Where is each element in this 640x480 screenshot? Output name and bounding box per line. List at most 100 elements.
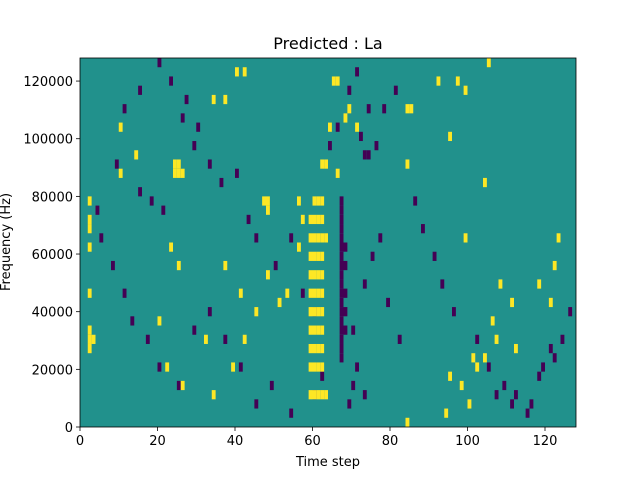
heatmap-cell-high — [312, 270, 317, 280]
heatmap-cell-high — [455, 76, 460, 86]
heatmap-cell-low — [413, 196, 418, 206]
heatmap-cell-low — [366, 104, 371, 114]
heatmap-cell-high — [324, 390, 328, 400]
heatmap-cell-high — [87, 214, 92, 225]
heatmap-cell-low — [238, 362, 243, 372]
heatmap-cell-high — [118, 122, 123, 132]
heatmap-cell-high — [176, 168, 181, 178]
heatmap-cell-low — [339, 270, 344, 280]
heatmap-cell-high — [266, 270, 270, 280]
heatmap-cell-high — [316, 270, 321, 280]
heatmap-cell-high — [308, 307, 313, 317]
x-tick-label: 40 — [227, 434, 244, 449]
heatmap-cell-high — [483, 353, 487, 363]
heatmap-cell-low — [138, 187, 142, 197]
heatmap-cell-high — [297, 196, 301, 206]
heatmap-cell-high — [494, 334, 499, 344]
heatmap-cell-low — [192, 325, 197, 335]
heatmap-cell-high — [134, 150, 139, 160]
x-axis: 0 20 40 60 80 100 120 — [76, 427, 558, 449]
heatmap-cell-low — [157, 362, 162, 372]
heatmap-cell-low — [370, 251, 375, 261]
heatmap-cell-high — [308, 270, 313, 280]
heatmap-cell-high — [308, 362, 313, 372]
heatmap-cell-low — [339, 205, 344, 215]
heatmap-cell-high — [320, 307, 325, 317]
heatmap-cell-high — [335, 168, 340, 178]
y-tick-label: 100000 — [23, 133, 73, 148]
heatmap-cell-high — [436, 76, 441, 86]
heatmap-cell-high — [312, 362, 317, 372]
heatmap-cell-high — [320, 159, 325, 169]
heatmap-cell-low — [207, 307, 212, 317]
heatmap-cell-high — [204, 334, 208, 344]
heatmap-cell-high — [448, 131, 452, 142]
heatmap-cell-low — [339, 214, 344, 225]
heatmap-cell-high — [308, 390, 313, 400]
heatmap-cell-high — [316, 390, 321, 400]
heatmap-cell-high — [409, 104, 414, 114]
heatmap-cell-low — [339, 233, 344, 243]
heatmap-cell-low — [339, 343, 344, 354]
heatmap-cell-high — [320, 343, 325, 354]
heatmap-cell-low — [510, 399, 514, 409]
heatmap-cell-high — [510, 297, 514, 308]
heatmap-cell-low — [207, 159, 212, 169]
heatmap-cell-high — [312, 251, 317, 261]
heatmap-cell-low — [300, 288, 305, 298]
heatmap-cell-low — [99, 233, 104, 243]
heatmap-cell-low — [351, 325, 356, 335]
heatmap-cell-high — [312, 214, 317, 225]
heatmap-cell-high — [308, 233, 313, 243]
heatmap-cell-low — [111, 260, 115, 271]
heatmap-cell-low — [184, 94, 189, 105]
heatmap-cell-low — [169, 76, 173, 86]
heatmap-cell-low — [269, 380, 274, 391]
heatmap-cell-low — [347, 399, 352, 409]
heatmap-cell-high — [87, 325, 92, 335]
x-tick-label: 120 — [533, 434, 558, 449]
heatmap-cell-high — [316, 288, 321, 298]
heatmap-cell-high — [231, 362, 235, 372]
heatmap-cell-low — [339, 316, 344, 326]
heatmap-cell-high — [552, 260, 557, 271]
heatmap-cell-low — [273, 260, 278, 271]
heatmap-cell-low — [161, 205, 166, 215]
heatmap-cell-high — [483, 177, 487, 188]
heatmap-cell-high — [343, 113, 348, 123]
heatmap-cell-low — [339, 297, 344, 308]
heatmap-cell-high — [157, 316, 162, 326]
heatmap-cell-low — [339, 196, 344, 206]
heatmap-cell-low — [552, 353, 557, 363]
heatmap-cell-high — [87, 343, 92, 354]
heatmap-cell-high — [254, 307, 259, 317]
heatmap-cell-low — [180, 113, 185, 123]
heatmap-cell-high — [211, 94, 216, 105]
heatmap-cell-high — [242, 334, 247, 344]
heatmap-cell-low — [339, 334, 344, 344]
heatmap-cell-high — [537, 279, 542, 289]
heatmap-cell-high — [223, 260, 228, 271]
heatmap-cell-high — [242, 67, 247, 77]
heatmap-cell-low — [339, 307, 344, 317]
heatmap-cell-high — [176, 159, 181, 169]
heatmap-cell-high — [548, 297, 553, 308]
heatmap-cell-high — [118, 168, 123, 178]
heatmap-cell-high — [320, 288, 325, 298]
heatmap-cell-low — [548, 343, 553, 354]
heatmap-cell-low — [145, 334, 150, 344]
heatmap-cell-high — [467, 399, 472, 409]
heatmap-cell-low — [157, 58, 162, 68]
heatmap-cell-high — [316, 325, 321, 335]
heatmap-cell-high — [308, 214, 313, 225]
heatmap-cell-low — [343, 307, 348, 317]
heatmap-cell-high — [316, 307, 321, 317]
heatmap-cell-high — [176, 260, 181, 271]
heatmap-cell-low — [355, 362, 359, 372]
heatmap-cell-low — [339, 251, 344, 261]
heatmap-cell-high — [498, 279, 503, 289]
heatmap-cell-high — [316, 196, 321, 206]
heatmap-cell-high — [405, 104, 410, 114]
heatmap-cell-low — [362, 279, 367, 289]
heatmap-cell-high — [308, 251, 313, 261]
